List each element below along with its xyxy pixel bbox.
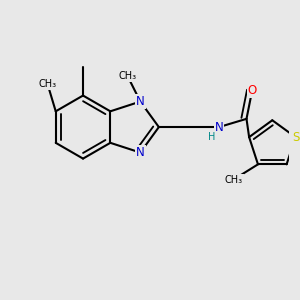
Text: N: N [136,146,145,159]
Text: CH₃: CH₃ [38,79,57,89]
Text: CH₃: CH₃ [225,175,243,184]
Text: CH₃: CH₃ [118,71,136,81]
Text: N: N [215,121,224,134]
Text: N: N [136,95,145,108]
Text: S: S [292,130,299,144]
Text: O: O [248,84,257,97]
Text: H: H [208,132,216,142]
